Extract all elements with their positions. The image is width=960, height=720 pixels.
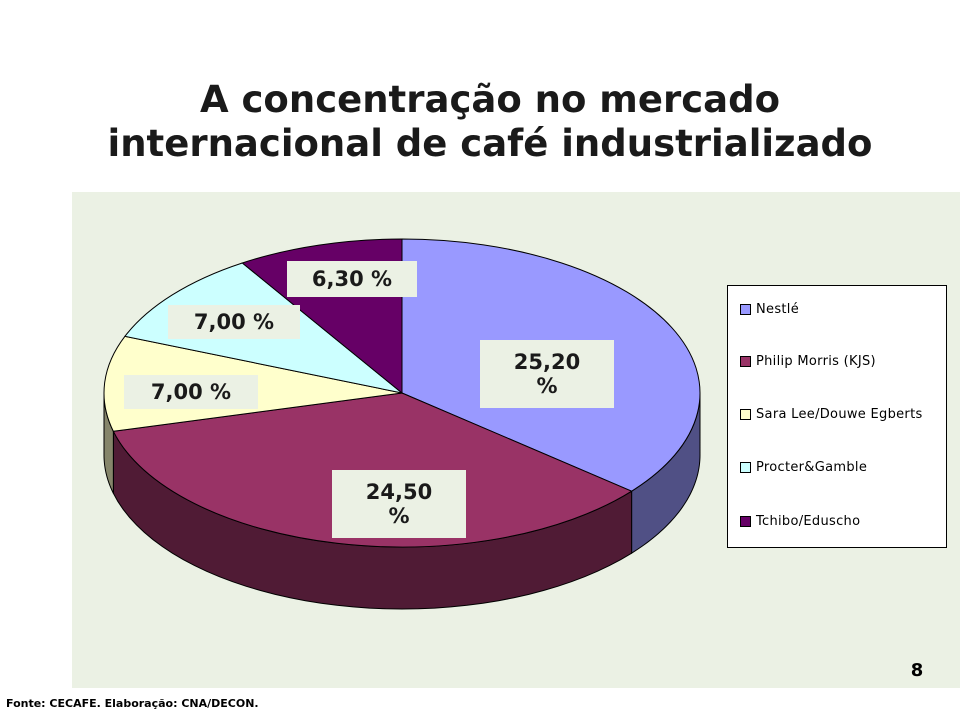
- legend-swatch-tchibo: [740, 515, 751, 527]
- slide-title: A concentração no mercado internacional …: [80, 78, 900, 166]
- legend-label-procter-gamble: Procter&Gamble: [756, 459, 868, 475]
- data-label-tchibo: 6,30 %: [287, 261, 417, 297]
- legend-item-nestle: Nestlé: [740, 299, 799, 319]
- page-number: 8: [910, 660, 924, 681]
- legend-swatch-nestle: [740, 303, 751, 315]
- chart-legend: Nestlé Philip Morris (KJS) Sara Lee/Douw…: [727, 285, 947, 548]
- data-label-sara-lee: 7,00 %: [124, 375, 258, 409]
- pie-slice-philip-morris-kjs: [112, 392, 633, 548]
- legend-swatch-procter-gamble: [740, 461, 751, 473]
- legend-swatch-sara-lee: [740, 408, 751, 420]
- title-line-1: A concentração no mercado: [199, 78, 781, 121]
- legend-item-procter-gamble: Procter&Gamble: [740, 457, 867, 477]
- legend-item-sara-lee: Sara Lee/Douwe Egberts: [740, 404, 923, 424]
- legend-label-nestle: Nestlé: [756, 301, 800, 317]
- data-label-procter-gamble: 7,00 %: [168, 305, 300, 339]
- data-label-nestle: 25,20 %: [480, 340, 614, 408]
- legend-swatch-philip-morris: [740, 355, 751, 367]
- legend-item-philip-morris: Philip Morris (KJS): [740, 351, 876, 371]
- chart-plot-area: Nestlé Philip Morris (KJS) Sara Lee/Douw…: [72, 192, 960, 688]
- title-line-2: internacional de café industrializado: [107, 122, 873, 165]
- legend-item-tchibo: Tchibo/Eduscho: [740, 511, 860, 531]
- legend-label-sara-lee: Sara Lee/Douwe Egberts: [756, 406, 923, 422]
- data-label-philip-morris: 24,50 %: [332, 470, 466, 538]
- legend-label-tchibo: Tchibo/Eduscho: [756, 513, 861, 529]
- legend-label-philip-morris: Philip Morris (KJS): [756, 353, 876, 369]
- source-note: Fonte: CECAFE. Elaboração: CNA/DECON.: [6, 697, 259, 710]
